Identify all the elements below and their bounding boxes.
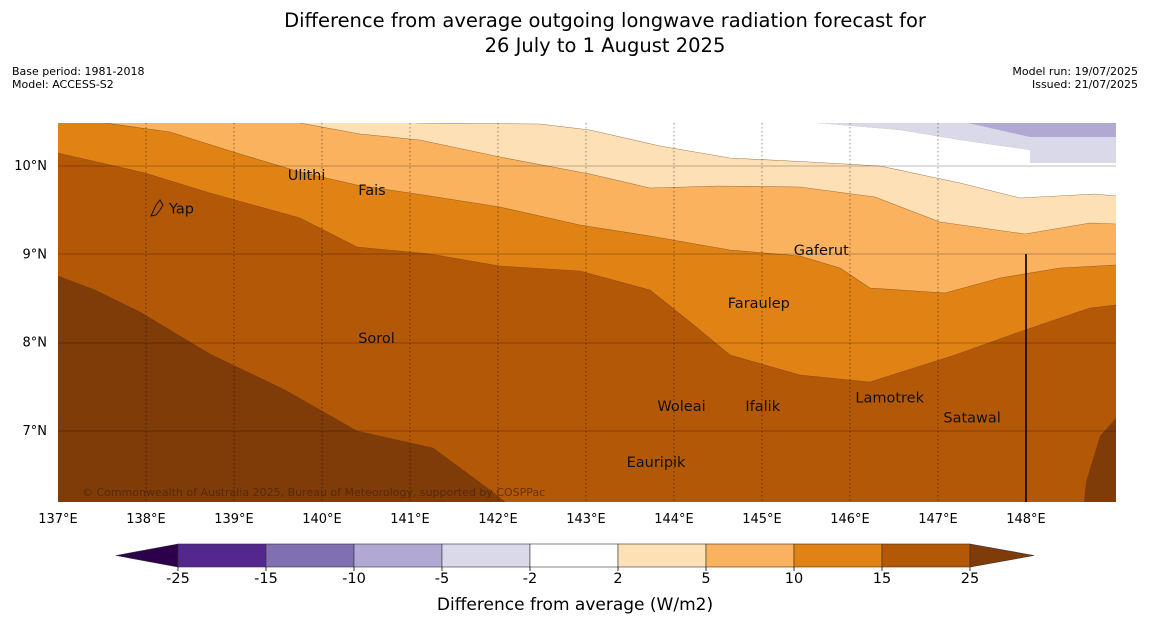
yap-island-shape	[150, 199, 164, 217]
lon-tick-label: 147°E	[918, 512, 958, 527]
lat-tick-label: 10°N	[14, 159, 47, 174]
colorbar-tick-label: -10	[342, 571, 366, 587]
model-run: Model run: 19/07/2025	[1012, 65, 1138, 78]
band-neg10-neg5	[968, 123, 1116, 137]
lat-tick-labels: 10°N 9°N 8°N 7°N	[14, 159, 47, 439]
place-label-sorol: Sorol	[358, 331, 395, 347]
place-label-ifalik: Ifalik	[745, 399, 780, 415]
colorbar-segment	[265, 543, 355, 568]
place-label-woleai: Woleai	[657, 399, 705, 415]
band-10-15	[58, 123, 1116, 382]
title-line-1: Difference from average outgoing longwav…	[284, 9, 926, 32]
issued-date: Issued: 21/07/2025	[1031, 78, 1138, 91]
colorbar-tick-label: 25	[961, 571, 979, 587]
lat-tick-label: 7°N	[23, 424, 48, 439]
colorbar-segment	[353, 543, 443, 568]
lon-tick-label: 137°E	[38, 512, 78, 527]
model-name: Model: ACCESS-S2	[12, 78, 114, 91]
place-label-faraulep: Faraulep	[728, 296, 790, 312]
colorbar-tick-label: -2	[523, 571, 537, 587]
band-above-25-right	[1084, 418, 1116, 502]
meta-right: Model run: 19/07/2025 Issued: 21/07/2025	[1012, 65, 1138, 91]
place-labels: Yap Ulithi Fais Gaferut Faraulep Sorol Lamotre…	[168, 168, 1001, 471]
place-label-eauripik: Eauripik	[627, 455, 686, 471]
colorbar-segment	[617, 543, 707, 568]
band-above-25-left	[58, 276, 505, 502]
title-line-2: 26 July to 1 August 2025	[484, 34, 726, 57]
colorbar-extend-high	[969, 543, 1035, 568]
lon-tick-label: 145°E	[742, 512, 782, 527]
colorbar-segment	[177, 543, 267, 568]
place-label-ulithi: Ulithi	[288, 168, 326, 184]
lon-tick-label: 148°E	[1006, 512, 1046, 527]
lat-tick-label: 9°N	[23, 247, 48, 262]
meta-left: Base period: 1981-2018 Model: ACCESS-S2	[12, 65, 144, 91]
place-label-gaferut: Gaferut	[794, 243, 849, 259]
colorbar-tick-label: 10	[785, 571, 803, 587]
colorbar-title: Difference from average (W/m2)	[437, 595, 713, 615]
colorbar-segment	[705, 543, 795, 568]
lon-tick-label: 139°E	[214, 512, 254, 527]
place-label-fais: Fais	[358, 183, 385, 199]
lon-tick-label: 144°E	[654, 512, 694, 527]
colorbar-segment	[881, 543, 971, 568]
colorbar-tick-label: -25	[166, 571, 190, 587]
colorbar-tick-label: 5	[701, 571, 710, 587]
gridlines	[58, 123, 1116, 502]
colorbar-segment	[441, 543, 531, 568]
lon-tick-label: 138°E	[126, 512, 166, 527]
colorbar: -25 -15 -10 -5 -2 2 5 10 15 25	[115, 543, 1035, 587]
map-area: Yap Ulithi Fais Gaferut Faraulep Sorol Lamotre…	[58, 123, 1116, 502]
base-period: Base period: 1981-2018	[12, 65, 145, 78]
colorbar-segment	[793, 543, 883, 568]
chart-title: Difference from average outgoing longwav…	[0, 8, 1150, 58]
colorbar-tick-label: -5	[435, 571, 449, 587]
lon-tick-label: 146°E	[830, 512, 870, 527]
lon-tick-label: 141°E	[390, 512, 430, 527]
colorbar-tick-label: -15	[254, 571, 278, 587]
lat-tick-label: 8°N	[23, 336, 48, 351]
band-neg2-2	[416, 123, 1116, 198]
colorbar-tick-label: 2	[613, 571, 622, 587]
copyright-text: © Commonwealth of Australia 2025, Bureau…	[82, 486, 545, 499]
colorbar-segment	[529, 543, 619, 568]
contour-lines	[58, 123, 1116, 502]
place-label-yap: Yap	[168, 201, 194, 217]
band-2-5	[300, 123, 1116, 234]
place-label-lamotrek: Lamotrek	[855, 390, 924, 406]
lon-tick-label: 140°E	[302, 512, 342, 527]
lon-tick-labels: 137°E 138°E 139°E 140°E 141°E 142°E 143°E 144°E…	[38, 512, 1046, 527]
place-label-satawal: Satawal	[943, 411, 1000, 427]
band-5-10	[105, 123, 1116, 293]
colorbar-tick-label: 15	[873, 571, 891, 587]
colorbar-extend-low	[115, 543, 179, 568]
lon-tick-label: 143°E	[566, 512, 606, 527]
lon-tick-label: 142°E	[478, 512, 518, 527]
